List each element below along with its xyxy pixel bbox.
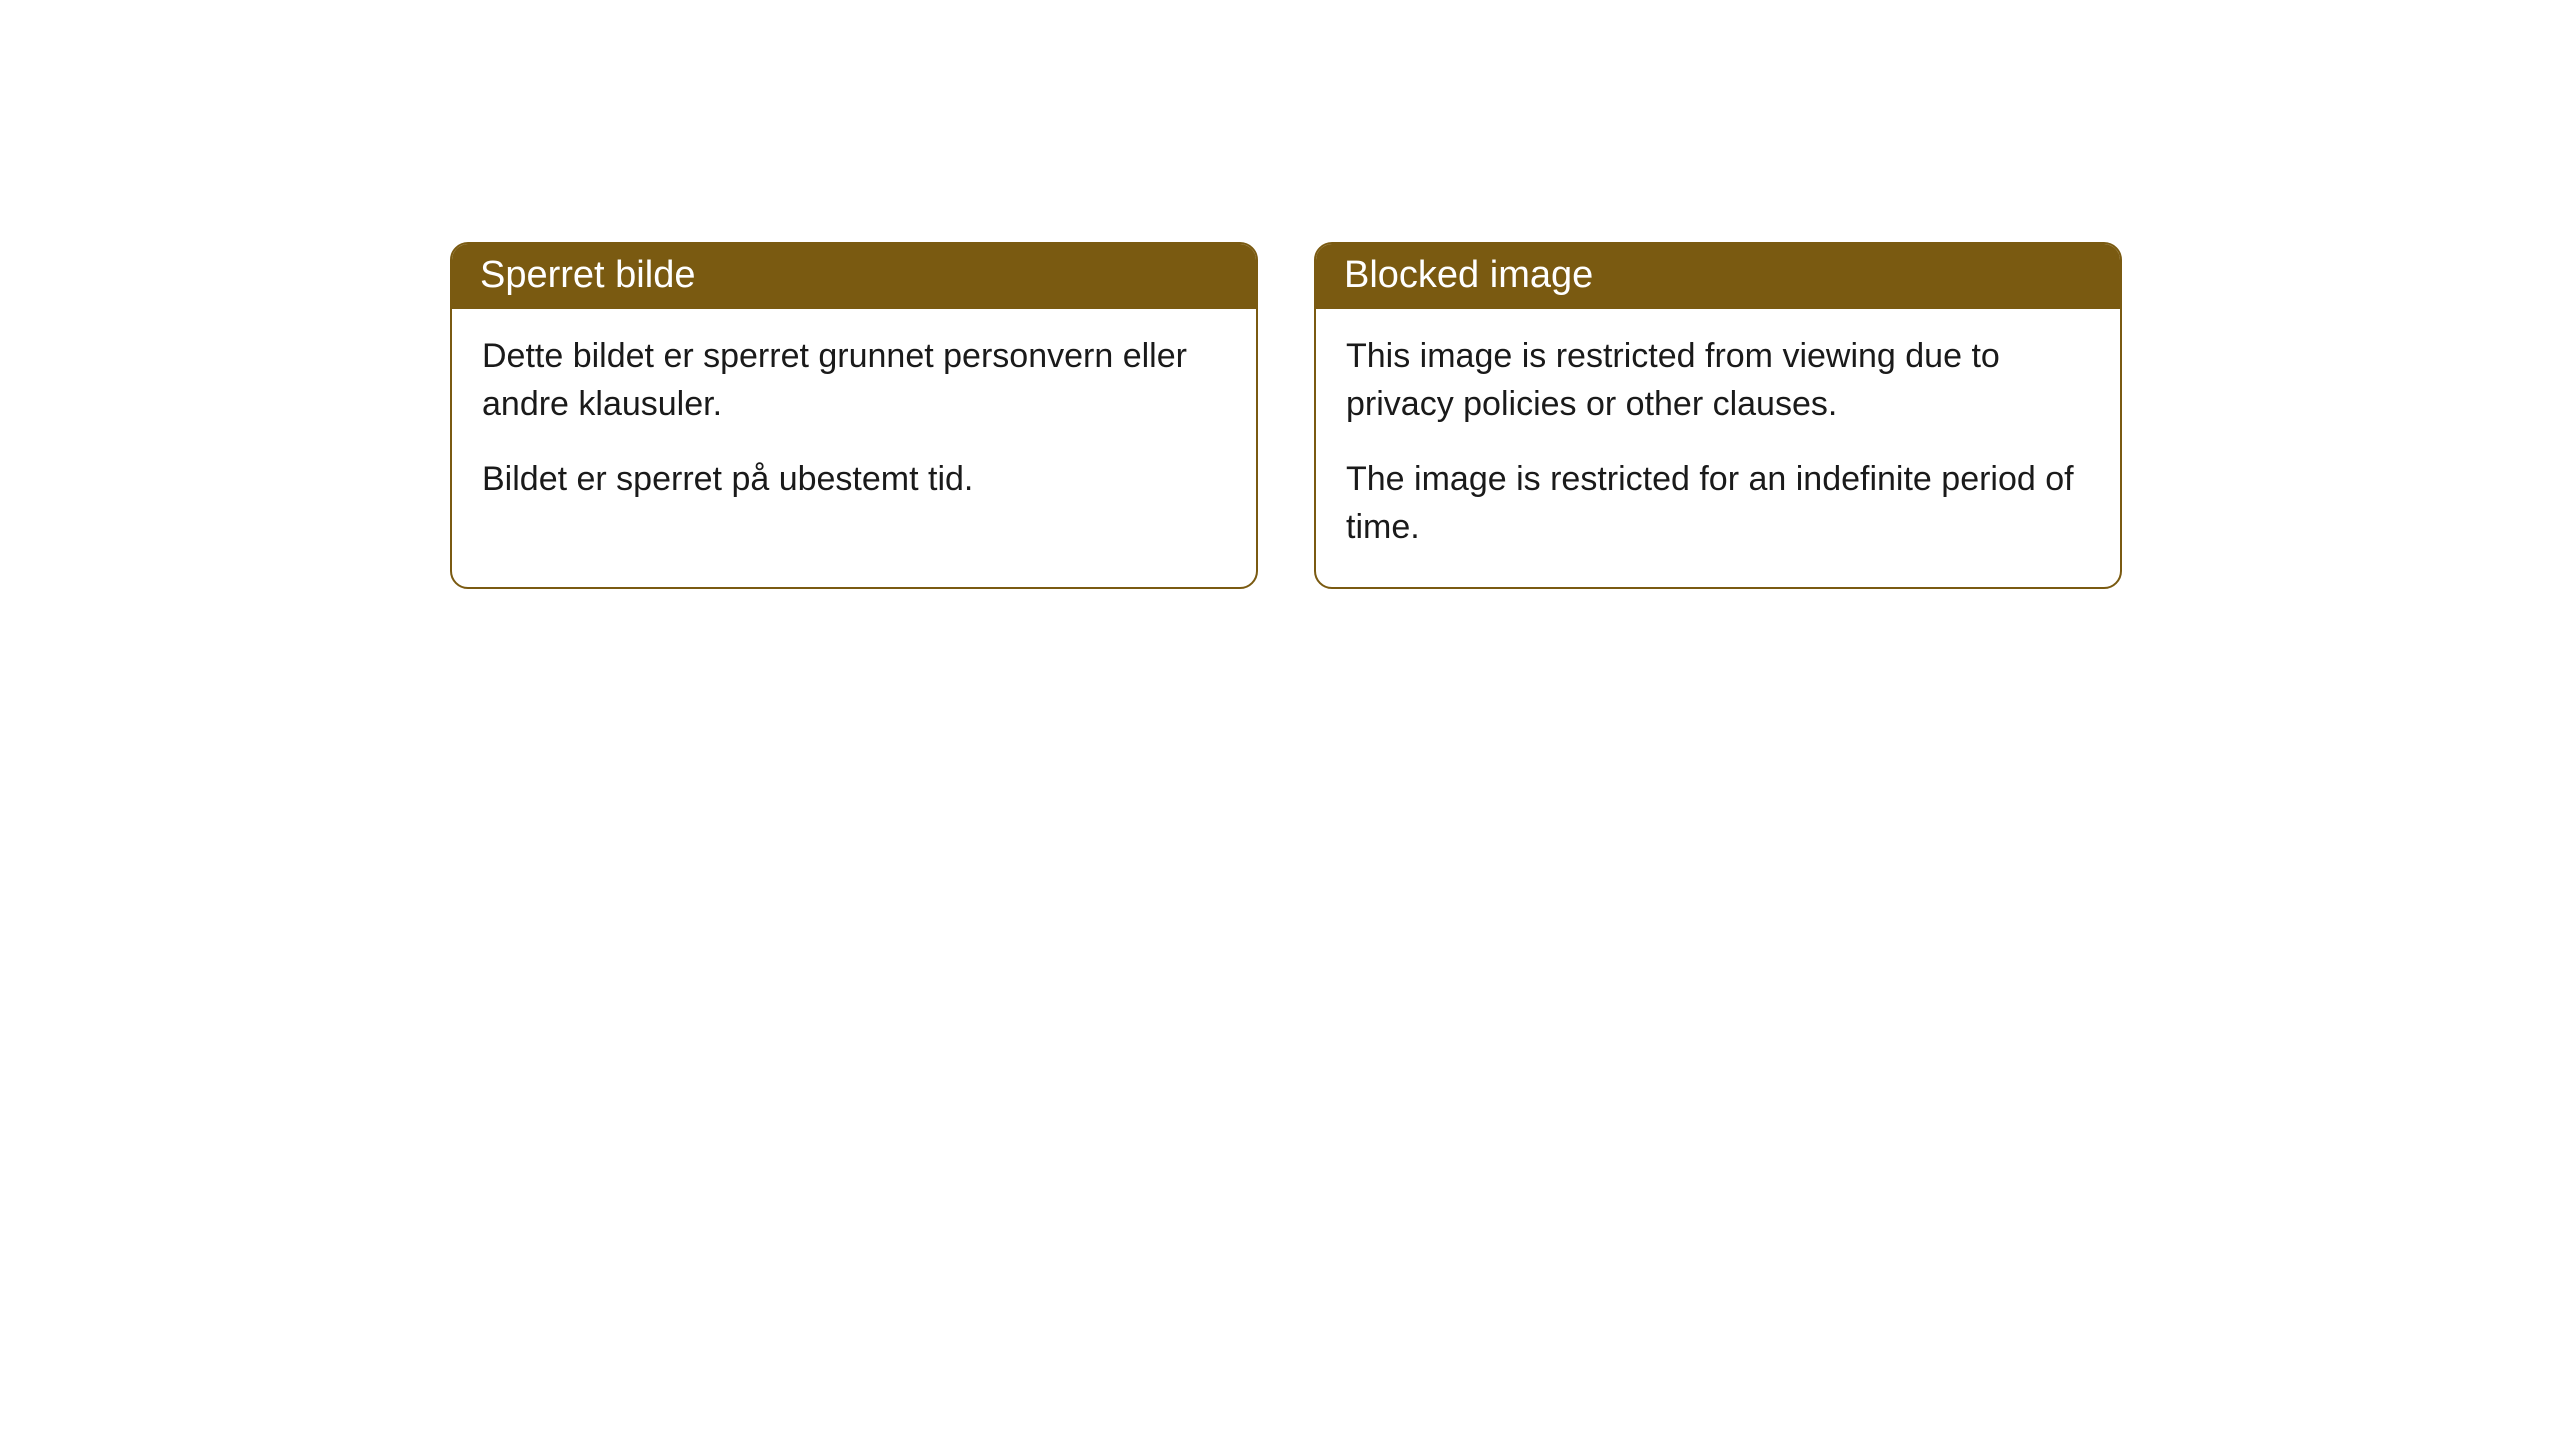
card-body: Dette bildet er sperret grunnet personve… [452,309,1256,540]
card-body: This image is restricted from viewing du… [1316,309,2120,587]
card-header: Blocked image [1316,244,2120,309]
notice-card-english: Blocked image This image is restricted f… [1314,242,2122,589]
card-paragraph: Dette bildet er sperret grunnet personve… [482,333,1226,428]
card-title: Sperret bilde [480,254,695,296]
card-paragraph: This image is restricted from viewing du… [1346,333,2090,428]
card-paragraph: The image is restricted for an indefinit… [1346,456,2090,551]
card-paragraph: Bildet er sperret på ubestemt tid. [482,456,1226,504]
card-title: Blocked image [1344,254,1593,296]
card-header: Sperret bilde [452,244,1256,309]
notice-card-norwegian: Sperret bilde Dette bildet er sperret gr… [450,242,1258,589]
notice-container: Sperret bilde Dette bildet er sperret gr… [0,0,2560,589]
